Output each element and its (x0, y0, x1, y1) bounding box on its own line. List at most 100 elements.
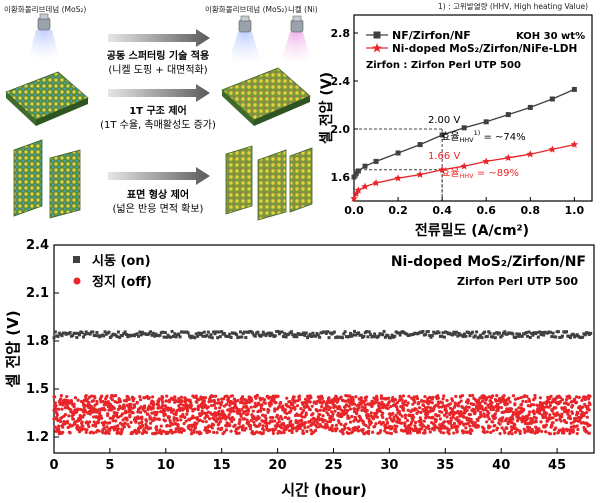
data-point-on (524, 331, 528, 335)
data-point-off (335, 427, 339, 431)
data-point-off (464, 405, 469, 409)
data-point-off (395, 405, 399, 409)
data-point-off (108, 416, 112, 420)
data-point-on (556, 330, 560, 334)
y-tick-label: 2.1 (26, 286, 49, 301)
data-point-off (507, 396, 511, 400)
data-point-on (273, 334, 277, 338)
data-point (548, 145, 557, 153)
x-tick-label: 10 (157, 458, 175, 473)
data-point-off (493, 423, 497, 428)
data-point-on (550, 335, 554, 339)
data-point-off (254, 396, 258, 400)
data-point-off (462, 415, 466, 419)
data-point-on (84, 330, 88, 334)
data-point-off (587, 397, 591, 401)
data-point-off (309, 395, 313, 400)
data-point-off (444, 409, 449, 413)
data-point-on (212, 330, 216, 334)
data-point-off (140, 420, 144, 424)
data-point-on (520, 334, 524, 338)
data-point-off (387, 400, 392, 404)
data-point-on (536, 335, 540, 339)
data-point-off (568, 414, 572, 418)
data-point-on (571, 332, 575, 336)
data-point-off (80, 427, 84, 431)
data-point-off (429, 406, 433, 410)
data-point-off (400, 398, 404, 402)
data-point-on (540, 331, 544, 335)
data-point-off (300, 415, 304, 419)
data-point-off (430, 401, 434, 405)
data-point-off (100, 416, 104, 420)
data-point-off (157, 400, 161, 404)
data-point (461, 125, 467, 131)
data-point-on (289, 330, 293, 334)
data-point-off (460, 412, 464, 416)
data-point-off (116, 427, 120, 431)
data-point-off (570, 403, 575, 408)
data-point-off (541, 415, 545, 419)
data-point-off (528, 399, 532, 403)
data-point-off (136, 410, 140, 414)
x-tick-label: 25 (324, 458, 342, 473)
data-point-off (246, 412, 250, 416)
data-point-on (228, 332, 232, 336)
data-point-off (281, 404, 285, 408)
data-point-on (467, 331, 471, 335)
data-point-on (501, 331, 505, 335)
data-point-off (491, 429, 495, 433)
data-point-off (533, 393, 537, 398)
data-point-off (330, 426, 334, 430)
data-point-off (422, 419, 426, 423)
data-point-on (209, 333, 213, 337)
data-point-off (442, 431, 446, 435)
data-point-on (373, 332, 377, 336)
data-point-off (466, 401, 470, 405)
data-point-on (82, 335, 86, 339)
data-point-on (311, 331, 315, 335)
x-tick-label: 5 (105, 458, 114, 473)
data-point-on (200, 331, 204, 335)
data-point-off (413, 400, 417, 404)
data-point-on (398, 333, 402, 337)
data-point-off (252, 415, 256, 419)
data-point-off (482, 412, 486, 416)
data-point-on (292, 335, 296, 339)
data-point-off (387, 431, 391, 435)
data-point-off (524, 400, 528, 404)
data-point-on (480, 336, 484, 340)
data-point-off (120, 412, 125, 416)
data-point-off (379, 394, 383, 398)
data-point-off (411, 418, 415, 422)
data-point-off (195, 430, 199, 434)
data-point-on (353, 329, 357, 333)
data-point-off (447, 428, 451, 432)
data-point-off (150, 411, 154, 415)
data-point-off (73, 396, 78, 400)
data-point-off (276, 394, 280, 398)
data-point-off (301, 429, 305, 433)
data-point-off (95, 402, 99, 406)
data-point-on (170, 329, 174, 333)
data-point-on (316, 333, 320, 337)
data-point-off (445, 415, 449, 419)
data-point (505, 112, 511, 118)
data-point-off (339, 395, 343, 399)
data-point-on (277, 332, 281, 336)
data-point-on (477, 335, 481, 339)
data-point-off (466, 398, 471, 403)
data-point-off (587, 431, 591, 435)
data-point-off (405, 403, 409, 407)
data-point-off (138, 410, 143, 414)
data-point-off (217, 409, 221, 414)
data-point-off (184, 419, 188, 423)
data-point-off (354, 395, 358, 399)
data-point-off (65, 419, 70, 423)
data-point-off (218, 406, 222, 410)
data-point-off (105, 425, 109, 429)
data-point-off (95, 399, 99, 404)
data-point-off (392, 418, 396, 422)
data-point-on (359, 333, 363, 337)
x-tick-label: 40 (492, 458, 510, 473)
